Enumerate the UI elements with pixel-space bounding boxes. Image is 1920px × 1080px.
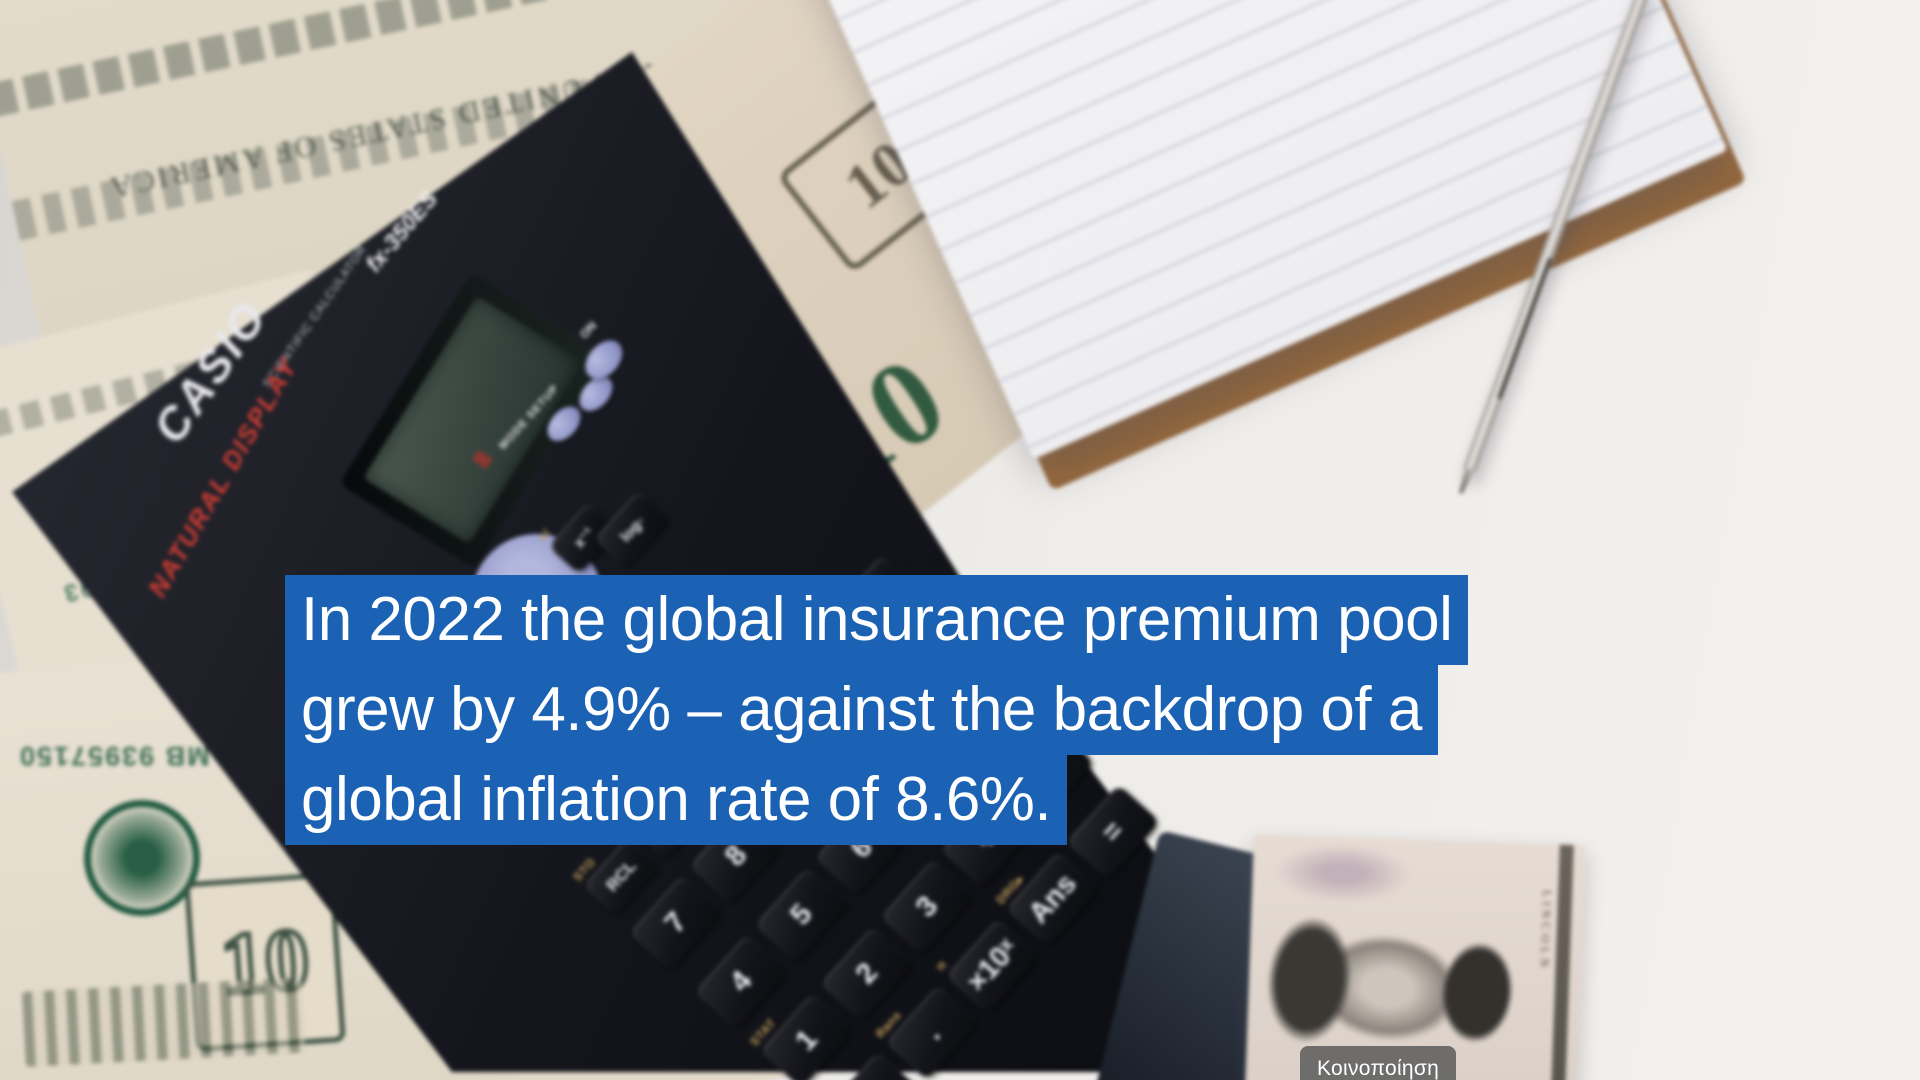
share-tooltip-label: Κοινοποίηση (1317, 1057, 1440, 1080)
caption-line-1: In 2022 the global insurance premium poo… (285, 575, 1469, 665)
caption-overlay: In 2022 the global insurance premium poo… (285, 575, 1469, 845)
share-tooltip[interactable]: Κοινοποίηση (1300, 1046, 1457, 1080)
treasury-seal (84, 800, 200, 916)
caption-line-3: global inflation rate of 8.6%. (285, 755, 1068, 845)
caption-line-2: grew by 4.9% – against the backdrop of a (285, 665, 1438, 755)
